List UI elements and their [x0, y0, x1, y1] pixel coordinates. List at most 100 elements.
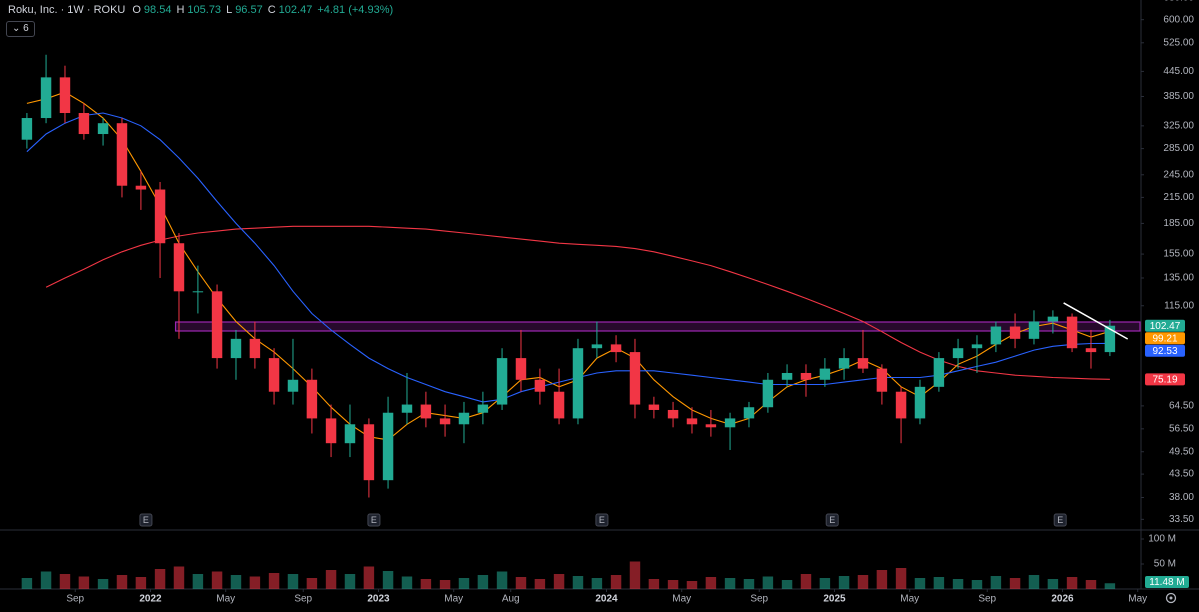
y-tick-label: 680.00 [1163, 0, 1194, 4]
volume-bar [306, 578, 318, 589]
x-tick-label: May [900, 594, 919, 605]
candle-body [458, 412, 470, 425]
x-tick-label: 2023 [367, 594, 390, 605]
volume-bar [1066, 577, 1078, 589]
volume-bar [895, 568, 907, 589]
volume-bar [268, 573, 280, 589]
y-tick-label: 49.50 [1169, 446, 1194, 457]
volume-bar [952, 579, 964, 589]
settings-icon[interactable] [1165, 592, 1177, 604]
candle-body [1104, 325, 1116, 353]
volume-bar [933, 577, 945, 589]
volume-bar [914, 578, 926, 589]
price-tag-label: 92.53 [1152, 346, 1177, 357]
x-tick-label: 2024 [595, 594, 618, 605]
volume-bar [1028, 575, 1040, 589]
y-tick-label: 385.00 [1163, 91, 1194, 102]
price-tag [1145, 373, 1185, 386]
candle-body [496, 358, 508, 405]
earnings-marker[interactable]: E [595, 513, 609, 527]
indicators-toggle[interactable]: ⌄ 6 [6, 21, 35, 37]
y-tick-label: 33.50 [1169, 514, 1194, 525]
candle-body [154, 189, 166, 244]
volume-bar [40, 571, 52, 589]
volume-bar [819, 578, 831, 589]
candle-body [933, 358, 945, 387]
open-letter: O [132, 4, 141, 16]
high-letter: H [176, 4, 185, 16]
earnings-marker[interactable]: E [825, 513, 839, 527]
gear[interactable] [1165, 592, 1177, 604]
volume-bar [173, 566, 185, 589]
candle-body [382, 412, 394, 481]
x-tick-label: May [672, 594, 691, 605]
earnings-marker[interactable]: E [139, 513, 153, 527]
y-tick-label: 245.00 [1163, 169, 1194, 180]
y-tick-label: 525.00 [1163, 37, 1194, 48]
volume-bar [116, 575, 128, 589]
close-value: 102.47 [278, 4, 313, 16]
candle-body [477, 404, 489, 413]
volume-bar [382, 571, 394, 589]
candle-body [230, 338, 242, 359]
candle-body [59, 77, 71, 114]
volume-bar [458, 578, 470, 589]
x-tick-label: 2025 [823, 594, 846, 605]
price-tag [1145, 344, 1185, 357]
candle-body [363, 424, 375, 481]
x-tick-label: 2026 [1051, 594, 1074, 605]
y-tick-label: 185.00 [1163, 218, 1194, 229]
candle-body [1085, 348, 1097, 353]
volume-bar [553, 574, 565, 589]
earnings-marker[interactable]: E [1053, 513, 1067, 527]
x-tick-label: May [216, 594, 235, 605]
price-tag-label: 102.47 [1150, 321, 1181, 332]
candle-body [116, 123, 128, 186]
earnings-badge [825, 513, 839, 527]
volume-bar [401, 576, 413, 589]
candle-body [268, 358, 280, 392]
y-tick-label: 285.00 [1163, 143, 1194, 154]
volume-bar [21, 578, 33, 589]
candle-body [971, 344, 983, 349]
volume-bar [572, 576, 584, 589]
candle-body [344, 424, 356, 444]
candle-body [420, 404, 432, 419]
moving-average [45, 225, 1110, 380]
volume-bar [1009, 578, 1021, 589]
price-tag [1145, 319, 1185, 332]
candle-body [97, 123, 109, 135]
candle-body [1028, 321, 1040, 339]
volume-bar [876, 570, 888, 589]
earnings-marker[interactable]: E [367, 513, 381, 527]
candle-body [534, 379, 546, 392]
volume-bar [249, 576, 261, 589]
gear-center[interactable] [1169, 596, 1173, 600]
x-tick-label: Aug [502, 594, 520, 605]
candle-body [21, 118, 33, 140]
candle-body [990, 326, 1002, 345]
candle-body [78, 113, 90, 135]
volume-bar [648, 579, 660, 589]
volume-bar [154, 569, 166, 589]
x-tick-label: May [444, 594, 463, 605]
indicator-count: 6 [23, 23, 29, 34]
candle-body [781, 372, 793, 380]
earnings-badge [367, 513, 381, 527]
volume-bar [990, 576, 1002, 589]
volume-bar [496, 571, 508, 589]
volume-bar [363, 566, 375, 589]
y-tick-label: 64.50 [1169, 401, 1194, 412]
x-tick-label: May [1128, 594, 1147, 605]
price-tag-label: 75.19 [1152, 374, 1177, 385]
candle-body [325, 418, 337, 444]
candle-body [648, 404, 660, 410]
candle-body [401, 404, 413, 413]
volume-bar [515, 577, 527, 589]
volume-bar [838, 576, 850, 589]
symbol: Roku, Inc. · 1W · ROKU [8, 4, 126, 16]
volume-bar [230, 575, 242, 589]
volume-bar [534, 579, 546, 589]
volume-tick-label: 50 M [1154, 559, 1176, 570]
earnings-label: E [371, 515, 377, 525]
